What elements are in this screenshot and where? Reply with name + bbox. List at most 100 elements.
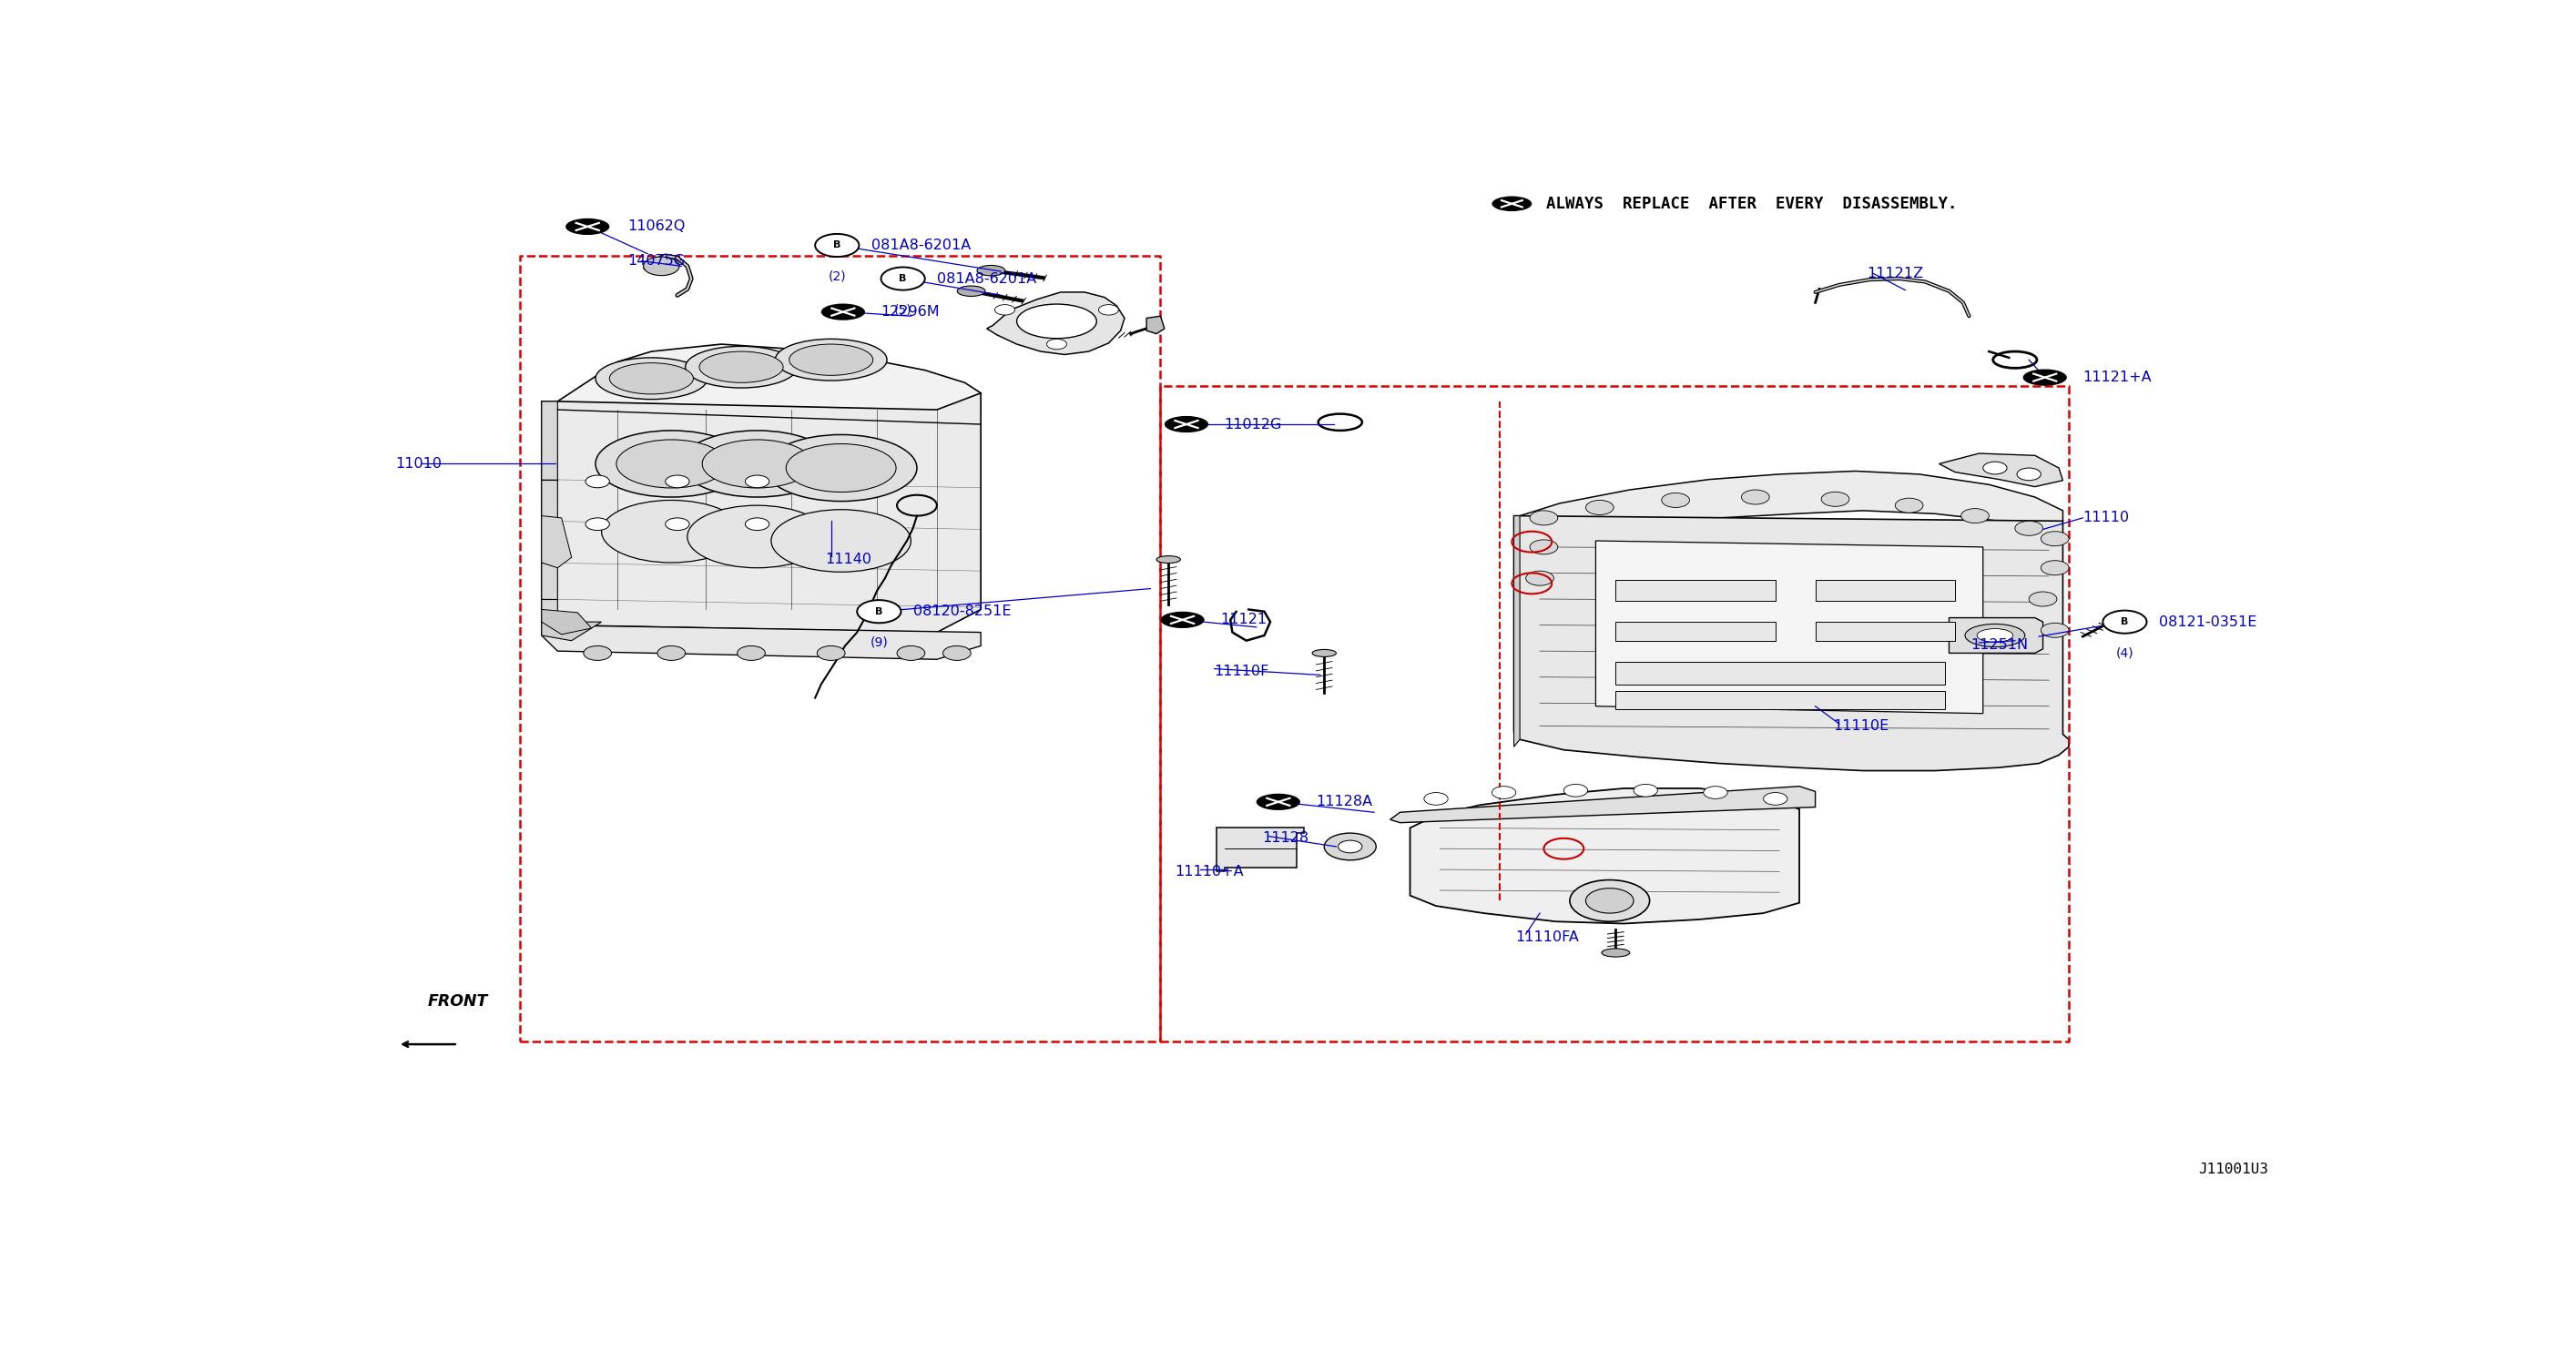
Circle shape bbox=[1984, 462, 2007, 474]
Circle shape bbox=[1896, 499, 1924, 512]
Circle shape bbox=[943, 646, 971, 661]
Polygon shape bbox=[1146, 316, 1164, 334]
Circle shape bbox=[2040, 531, 2069, 546]
Polygon shape bbox=[541, 621, 603, 640]
Ellipse shape bbox=[958, 286, 984, 296]
Circle shape bbox=[665, 517, 690, 531]
Polygon shape bbox=[1515, 516, 1520, 747]
Text: 11110+A: 11110+A bbox=[1175, 865, 1244, 878]
Ellipse shape bbox=[770, 509, 912, 571]
Text: ALWAYS  REPLACE  AFTER  EVERY  DISASSEMBLY.: ALWAYS REPLACE AFTER EVERY DISASSEMBLY. bbox=[1546, 196, 1958, 212]
Ellipse shape bbox=[1164, 416, 1208, 432]
Circle shape bbox=[1492, 786, 1515, 798]
Text: (4): (4) bbox=[2115, 647, 2133, 659]
Text: 11121+A: 11121+A bbox=[2084, 370, 2151, 384]
Ellipse shape bbox=[1159, 612, 1206, 628]
Ellipse shape bbox=[976, 265, 1005, 276]
Text: 12296M: 12296M bbox=[881, 305, 940, 319]
Ellipse shape bbox=[786, 444, 896, 492]
Text: 11128: 11128 bbox=[1262, 831, 1309, 846]
Polygon shape bbox=[1409, 789, 1798, 924]
Circle shape bbox=[881, 267, 925, 290]
Text: 11062Q: 11062Q bbox=[629, 220, 685, 234]
Text: B: B bbox=[876, 607, 884, 616]
Text: 11251N: 11251N bbox=[1971, 638, 2027, 651]
Circle shape bbox=[2040, 623, 2069, 638]
Polygon shape bbox=[2105, 615, 2125, 632]
Circle shape bbox=[585, 517, 611, 531]
Text: 11010: 11010 bbox=[397, 457, 443, 470]
Circle shape bbox=[858, 600, 902, 623]
Polygon shape bbox=[1515, 516, 2069, 770]
Circle shape bbox=[1741, 490, 1770, 504]
Circle shape bbox=[644, 257, 680, 276]
Ellipse shape bbox=[1157, 555, 1180, 563]
Circle shape bbox=[1046, 339, 1066, 350]
Text: 11110: 11110 bbox=[2084, 511, 2130, 524]
Circle shape bbox=[585, 476, 611, 488]
Circle shape bbox=[1633, 784, 1656, 797]
Bar bbox=[1816, 621, 1955, 640]
Ellipse shape bbox=[1018, 304, 1097, 339]
Bar bbox=[1615, 690, 1945, 709]
Polygon shape bbox=[1216, 828, 1303, 871]
Bar bbox=[1816, 581, 1955, 601]
Text: (5): (5) bbox=[894, 304, 912, 316]
Text: 11128A: 11128A bbox=[1316, 794, 1373, 809]
Ellipse shape bbox=[685, 346, 796, 388]
Circle shape bbox=[2102, 611, 2146, 634]
Text: 081A8-6201A: 081A8-6201A bbox=[938, 272, 1036, 285]
Bar bbox=[1615, 581, 1775, 601]
Ellipse shape bbox=[595, 358, 708, 400]
Ellipse shape bbox=[1492, 196, 1533, 211]
Ellipse shape bbox=[1976, 628, 2012, 642]
Text: 11140: 11140 bbox=[824, 553, 871, 566]
Circle shape bbox=[896, 646, 925, 661]
Circle shape bbox=[1960, 508, 1989, 523]
Circle shape bbox=[1337, 840, 1363, 852]
Ellipse shape bbox=[703, 439, 811, 488]
Text: 08121-0351E: 08121-0351E bbox=[2159, 615, 2257, 628]
Circle shape bbox=[657, 646, 685, 661]
Polygon shape bbox=[541, 626, 981, 659]
Text: B: B bbox=[899, 274, 907, 284]
Circle shape bbox=[2017, 467, 2040, 481]
Text: 11012G: 11012G bbox=[1224, 417, 1283, 431]
Polygon shape bbox=[541, 401, 556, 626]
Circle shape bbox=[814, 234, 858, 257]
Circle shape bbox=[994, 304, 1015, 315]
Ellipse shape bbox=[1602, 948, 1631, 957]
Circle shape bbox=[1587, 888, 1633, 913]
Text: 11110F: 11110F bbox=[1213, 665, 1270, 678]
Circle shape bbox=[1425, 793, 1448, 805]
Ellipse shape bbox=[688, 505, 827, 567]
Circle shape bbox=[1097, 304, 1118, 315]
Circle shape bbox=[1662, 493, 1690, 508]
Circle shape bbox=[1564, 784, 1587, 797]
Text: 14075G: 14075G bbox=[629, 254, 685, 267]
Circle shape bbox=[744, 476, 770, 488]
Text: J11001U3: J11001U3 bbox=[2197, 1163, 2269, 1177]
Text: (2): (2) bbox=[827, 270, 845, 282]
Circle shape bbox=[2040, 561, 2069, 576]
Circle shape bbox=[817, 646, 845, 661]
Ellipse shape bbox=[1311, 650, 1337, 657]
Ellipse shape bbox=[775, 339, 886, 381]
Polygon shape bbox=[1940, 454, 2063, 486]
Ellipse shape bbox=[616, 439, 726, 488]
Ellipse shape bbox=[788, 345, 873, 376]
Ellipse shape bbox=[683, 431, 832, 497]
Circle shape bbox=[1530, 511, 1558, 526]
Polygon shape bbox=[556, 345, 981, 424]
Text: 11110E: 11110E bbox=[1834, 719, 1888, 732]
Circle shape bbox=[1703, 786, 1728, 798]
Ellipse shape bbox=[698, 351, 783, 382]
Circle shape bbox=[585, 646, 611, 661]
Ellipse shape bbox=[595, 431, 747, 497]
Text: (9): (9) bbox=[871, 636, 889, 648]
Text: 11121: 11121 bbox=[1221, 613, 1267, 627]
Circle shape bbox=[1569, 880, 1649, 921]
Polygon shape bbox=[1391, 786, 1816, 823]
Polygon shape bbox=[987, 292, 1126, 354]
Circle shape bbox=[1324, 834, 1376, 861]
